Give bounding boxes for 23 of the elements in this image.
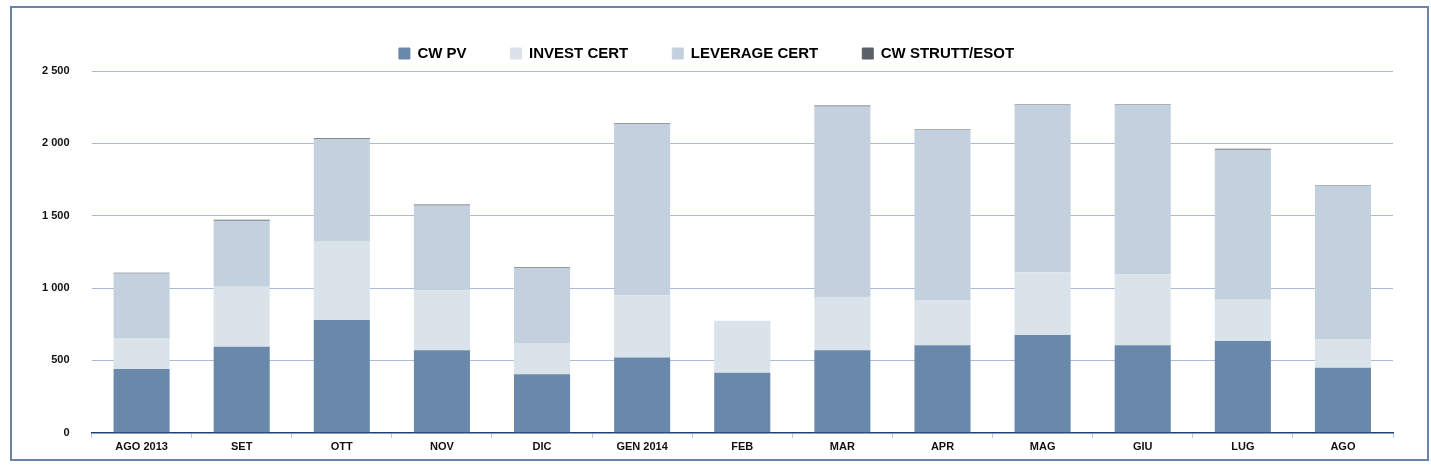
y-tick-label: 1 000	[42, 281, 70, 294]
x-tick-label: SET	[230, 440, 253, 453]
x-tick-label: AGO	[1330, 440, 1356, 453]
x-tick-label: MAG	[1029, 440, 1056, 453]
x-tick-label: APR	[930, 440, 955, 453]
x-tick-label: FEB	[731, 440, 754, 453]
x-tick-label: GEN 2014	[616, 440, 669, 453]
x-tick-label: LUG	[1231, 440, 1255, 453]
legend-label: CW PV	[417, 43, 467, 61]
y-tick-label: 500	[51, 353, 70, 366]
x-tick-label: MAR	[829, 440, 855, 453]
legend-label: LEVERAGE CERT	[690, 43, 819, 61]
legend-label: CW STRUTT/ESOT	[880, 43, 1015, 61]
y-tick-label: 2 500	[42, 64, 70, 77]
x-tick-label: OTT	[330, 440, 354, 453]
y-tick-label: 2 000	[42, 136, 70, 149]
y-tick-label: 0	[63, 425, 70, 438]
x-tick-label: NOV	[430, 440, 455, 453]
x-tick-label: DIC	[532, 440, 552, 453]
x-tick-label: AGO 2013	[115, 440, 168, 453]
x-tick-label: GIU	[1132, 440, 1153, 453]
legend-label: INVEST CERT	[529, 43, 629, 61]
y-tick-label: 1 500	[42, 208, 70, 221]
